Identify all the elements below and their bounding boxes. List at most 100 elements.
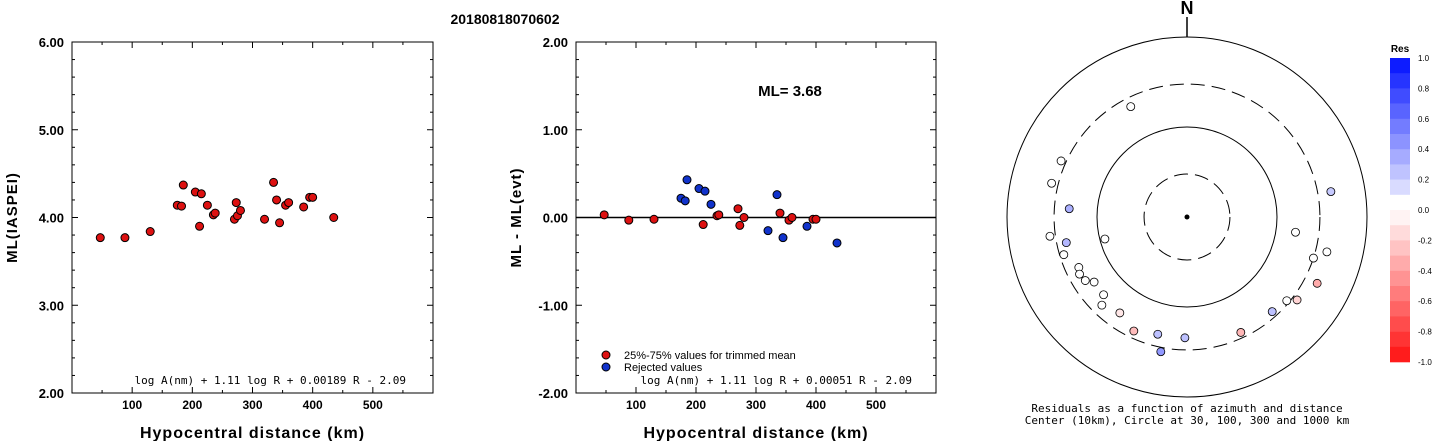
x-tick-label: 200 <box>182 398 202 412</box>
data-point <box>308 192 318 202</box>
colorbar-tick-label: 0.8 <box>1418 84 1430 93</box>
station-marker <box>1282 296 1292 306</box>
colorbar-tick-label: 0.6 <box>1418 115 1430 124</box>
colorbar-tick-label: 0.4 <box>1418 145 1430 154</box>
x-axis-title: Hypocentral distance (km) <box>140 425 365 441</box>
data-point <box>706 199 716 209</box>
data-point <box>275 218 285 228</box>
y-tick-label: 5.00 <box>39 123 64 138</box>
data-point <box>739 213 749 222</box>
station-marker <box>1089 277 1099 287</box>
event-id-title: 20180818070602 <box>450 11 559 27</box>
data-point <box>680 196 690 206</box>
magnitude-label: ML= 3.68 <box>758 83 822 100</box>
x-tick-label: 400 <box>806 398 826 412</box>
formula-label: log A(nm) + 1.11 log R + 0.00189 R - 2.0… <box>134 374 406 387</box>
station-marker <box>1080 276 1090 285</box>
data-point <box>177 201 187 211</box>
data-point <box>733 204 743 214</box>
data-point <box>700 186 710 196</box>
station-marker <box>1064 204 1074 214</box>
station-marker <box>1156 347 1166 357</box>
y-tick-label: 6.00 <box>39 35 64 50</box>
y-tick-label: 2.00 <box>39 386 64 401</box>
data-point <box>202 200 212 210</box>
data-point <box>763 226 773 236</box>
colorbar-cell <box>1390 88 1410 104</box>
data-point <box>832 238 842 248</box>
magnitude-vs-distance-panel: 100 200 300 400 500 2.00 3.00 4.00 5.00 6.00 Hypoc… <box>4 35 434 441</box>
station-marker <box>1236 328 1246 337</box>
colorbar-cell <box>1390 194 1410 211</box>
station-marker <box>1326 187 1336 197</box>
data-point <box>698 220 708 230</box>
y-tick-label: 2.00 <box>543 35 568 50</box>
x-tick-label: 300 <box>746 398 766 412</box>
colorbar-tick-label: -0.4 <box>1418 267 1432 276</box>
data-point <box>599 210 609 220</box>
y-tick-label: -2.00 <box>538 386 568 401</box>
data-point <box>772 190 782 200</box>
x-tick-label: 300 <box>242 398 262 412</box>
data-point <box>299 202 309 212</box>
data-point <box>329 213 339 222</box>
station-marker <box>1075 269 1084 279</box>
x-tick-label: 500 <box>866 398 886 412</box>
station-marker <box>1097 300 1107 310</box>
station-marker <box>1153 329 1163 339</box>
colorbar-tick-label: 1.0 <box>1418 54 1430 63</box>
data-point <box>775 208 785 218</box>
data-point <box>196 189 206 199</box>
colorbar-cell <box>1390 240 1410 256</box>
station-marker <box>1292 295 1302 305</box>
data-point <box>120 233 130 243</box>
legend-marker <box>601 362 611 372</box>
data-point <box>624 215 634 225</box>
station-marker <box>1267 307 1277 317</box>
data-point <box>649 214 659 224</box>
station-marker <box>1312 278 1322 288</box>
colorbar-tick-label: -1.0 <box>1418 358 1432 367</box>
data-point <box>235 205 245 215</box>
colorbar-cell <box>1390 316 1410 332</box>
legend-label: 25%-75% values for trimmed mean <box>624 350 796 362</box>
colorbar-cell <box>1390 255 1410 272</box>
y-tick-label: 0.00 <box>543 211 568 226</box>
data-point <box>260 214 270 224</box>
colorbar-cell <box>1390 118 1410 135</box>
x-tick-label: 100 <box>122 398 142 412</box>
data-point <box>735 220 745 230</box>
station-marker <box>1180 333 1190 343</box>
station-marker <box>1129 326 1139 336</box>
colorbar-cell <box>1390 134 1410 150</box>
data-point <box>272 195 282 205</box>
x-tick-label: 100 <box>626 398 646 412</box>
data-point <box>210 208 220 218</box>
x-tick-label: 500 <box>363 398 383 412</box>
distance-ring <box>1096 126 1278 308</box>
colorbar-tick-label: -0.2 <box>1418 236 1432 245</box>
colorbar-title: Res <box>1391 44 1410 55</box>
y-tick-label: -1.00 <box>538 298 568 313</box>
x-tick-label: 200 <box>686 398 706 412</box>
station-marker <box>1061 238 1071 248</box>
data-point <box>195 221 205 231</box>
data-point <box>269 177 279 187</box>
colorbar-tick-label: -0.6 <box>1418 297 1432 306</box>
colorbar-tick-label: -0.8 <box>1418 328 1432 337</box>
station-marker <box>1126 102 1136 112</box>
colorbar-cell <box>1390 179 1410 196</box>
colorbar-cell <box>1390 225 1410 241</box>
azimuth-residual-polar-panel: N Residuals as a function of azimuth and … <box>1006 0 1432 427</box>
colorbar-cell <box>1390 103 1410 120</box>
formula-label: log A(nm) + 1.11 log R + 0.00051 R - 2.0… <box>640 374 912 387</box>
colorbar-cell <box>1390 58 1410 74</box>
y-axis-title: ML(IASPEI) <box>4 172 21 263</box>
data-point <box>682 175 692 185</box>
station-marker <box>1291 227 1300 237</box>
distance-ring <box>1006 36 1368 398</box>
y-axis-title: ML - ML(evt) <box>508 167 525 267</box>
x-axis-title: Hypocentral distance (km) <box>643 425 868 441</box>
data-point <box>714 210 724 220</box>
